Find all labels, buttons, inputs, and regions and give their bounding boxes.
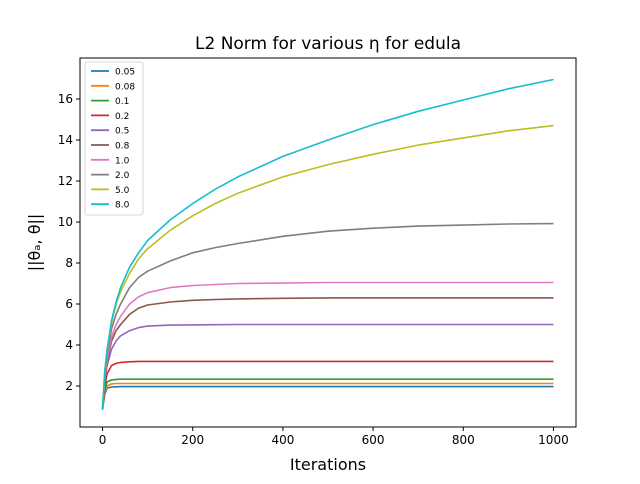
legend-label: 0.5 <box>115 127 129 137</box>
x-tick-label: 0 <box>99 433 107 447</box>
y-tick-label: 10 <box>58 215 73 229</box>
series-line-0.5 <box>101 323 554 410</box>
y-tick-label: 2 <box>65 379 73 393</box>
x-tick-label: 800 <box>452 433 475 447</box>
series-line-2.0 <box>101 222 554 410</box>
series-line-0.8 <box>101 297 554 410</box>
x-axis: 0 200 400 600 800 1000 <box>99 427 569 447</box>
legend-label: 0.08 <box>115 82 135 92</box>
legend-label: 2.0 <box>115 171 130 181</box>
series-line-8.0 <box>101 78 554 410</box>
legend-label: 0.8 <box>115 142 130 152</box>
legend-label: 1.0 <box>115 156 130 166</box>
chart-title: L2 Norm for various η for edula <box>195 34 461 54</box>
series-line-0.08 <box>101 382 554 410</box>
plot-lines <box>101 78 554 410</box>
series-line-0.1 <box>101 378 554 410</box>
y-tick-label: 8 <box>65 256 73 270</box>
legend-label: 8.0 <box>115 201 130 211</box>
y-tick-label: 6 <box>65 297 73 311</box>
x-tick-label: 200 <box>181 433 204 447</box>
legend: 0.05 0.08 0.1 0.2 0.5 0.8 1.0 2.0 5.0 8.0 <box>84 61 144 216</box>
y-tick-label: 12 <box>58 174 73 188</box>
y-tick-label: 4 <box>65 338 73 352</box>
series-line-1.0 <box>101 281 554 410</box>
legend-label: 0.1 <box>115 97 129 107</box>
y-tick-label: 16 <box>58 92 73 106</box>
axes-frame <box>79 57 577 428</box>
y-axis-label: ||θₐ, θ|| <box>25 214 44 272</box>
legend-label: 0.05 <box>115 68 135 78</box>
y-axis: 2 4 6 8 10 12 14 16 <box>58 92 80 393</box>
x-tick-label: 400 <box>271 433 294 447</box>
x-tick-label: 600 <box>362 433 385 447</box>
series-line-0.05 <box>101 385 554 410</box>
legend-label: 5.0 <box>115 186 130 196</box>
x-tick-label: 1000 <box>538 433 569 447</box>
series-line-0.2 <box>101 360 554 410</box>
x-axis-label: Iterations <box>290 455 366 474</box>
y-tick-label: 14 <box>58 133 73 147</box>
legend-label: 0.2 <box>115 112 129 122</box>
